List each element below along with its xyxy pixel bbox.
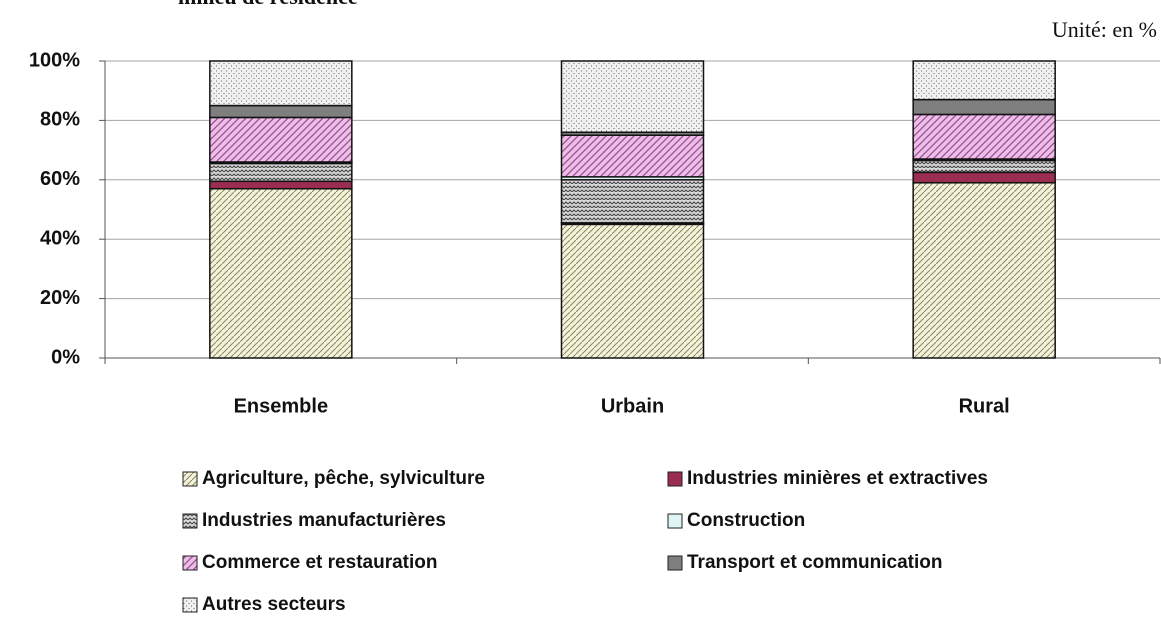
legend-label: Industries minières et extractives: [687, 468, 988, 489]
bar-segment: [912, 60, 1056, 101]
legend-swatch: [182, 597, 198, 613]
legend-swatch: [182, 555, 198, 571]
bar-segment: [912, 159, 1056, 174]
legend-label: Commerce et restauration: [202, 552, 437, 573]
bar-segment: [209, 180, 353, 190]
chart-title: milieu de résidence: [178, 0, 358, 9]
y-tick-label: 40%: [40, 227, 80, 249]
legend-swatch: [667, 513, 683, 529]
bar-segment: [912, 171, 1056, 184]
bar-segment: [912, 182, 1056, 359]
legend-swatch: [182, 471, 198, 487]
bar-segment: [912, 98, 1056, 116]
bar-segment: [560, 60, 705, 134]
legend-swatch: [667, 471, 683, 487]
y-tick-label: 80%: [40, 109, 80, 131]
legend-label: Autres secteurs: [202, 594, 346, 615]
bar-segment: [209, 60, 353, 107]
x-tick-label: Ensemble: [234, 395, 328, 417]
bar-segment: [209, 116, 353, 163]
legend-label: Construction: [687, 510, 805, 531]
y-tick-label: 60%: [40, 168, 80, 190]
legend-swatch: [667, 555, 683, 571]
bar-segment: [209, 162, 353, 183]
y-tick-label: 0%: [51, 346, 80, 368]
bar-segment: [560, 223, 705, 359]
legend-swatch: [182, 513, 198, 529]
bar-segment: [209, 104, 353, 119]
legend-label: Transport et communication: [687, 552, 942, 573]
bar-segment: [209, 187, 353, 359]
bar-segment: [560, 179, 705, 224]
y-tick-label: 20%: [40, 287, 80, 309]
bar-segment: [560, 134, 705, 178]
y-tick-label: 100%: [29, 49, 80, 71]
legend-label: Industries manufacturières: [202, 510, 446, 531]
x-tick-label: Urbain: [601, 395, 664, 417]
legend-label: Agriculture, pêche, sylviculture: [202, 468, 485, 489]
x-tick-label: Rural: [959, 395, 1010, 417]
unit-annotation: Unité: en %: [1052, 17, 1157, 42]
bar-segment: [912, 113, 1056, 160]
